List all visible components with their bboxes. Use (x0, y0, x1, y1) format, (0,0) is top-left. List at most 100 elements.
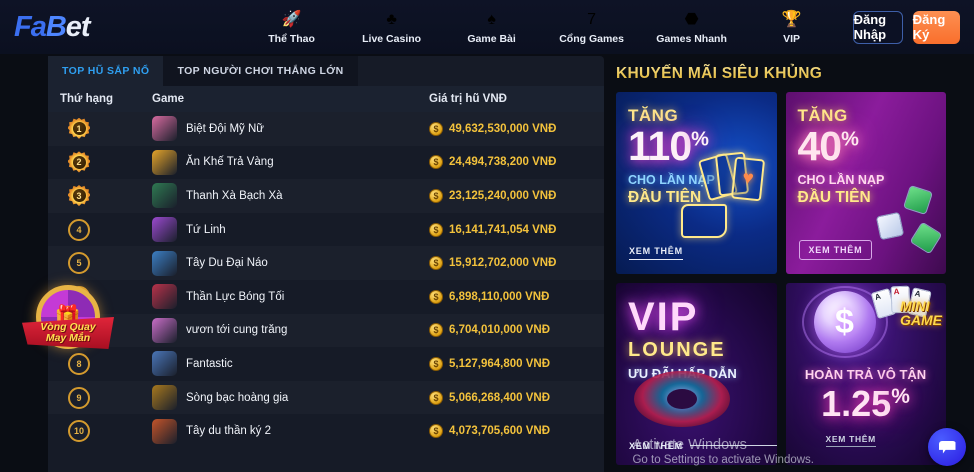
game-thumbnail (152, 385, 177, 411)
table-row[interactable]: 10 Tây du thần ký 2 $4,073,705,600 VNĐ (48, 414, 604, 448)
game-cell: vươn tới cung trăng (152, 317, 429, 343)
nav-label: VIP (783, 32, 801, 45)
promo-3-cta[interactable]: XEM THÊM (629, 441, 777, 451)
table-row[interactable]: 4 Tứ Linh $16,141,741,054 VNĐ (48, 212, 604, 247)
promo-banner-110-percent[interactable]: TĂNG 110% CHO LẦN NẠP ĐẦU TIÊN XEM THÊM (616, 92, 777, 274)
rank-number: 10 (73, 426, 84, 437)
nav-item-live-casino[interactable]: ♣ Live Casino (355, 10, 429, 45)
nav-label: Game Bài (467, 32, 516, 45)
table-row[interactable]: 6Thần Lực Bóng Tối$6,898,110,000 VNĐ (48, 279, 604, 314)
table-row[interactable]: 7vươn tới cung trăng$6,704,010,000 VNĐ (48, 313, 604, 348)
jackpot-value: 16,141,741,054 VNĐ (449, 223, 557, 236)
value-cell: $6,704,010,000 VNĐ (429, 323, 604, 338)
column-header-game: Game (152, 93, 184, 105)
promo-banner-cashback[interactable]: $ A A A MINI GAME HOÀN TRẢ VÔ TẬN 1.25% … (785, 283, 946, 465)
game-name: vươn tới cung trăng (186, 324, 288, 337)
game-cell: Thần Lực Bóng Tối (152, 284, 429, 310)
casino-dealer-icon: ♣ (386, 10, 397, 28)
game-name: Tây Du Đại Náo (186, 257, 268, 270)
coin-icon: $ (429, 222, 443, 237)
logo-part-b: B (45, 10, 67, 43)
game-cell: Thanh Xà Bạch Xà (152, 183, 429, 209)
game-name: Thần Lực Bóng Tối (186, 290, 285, 303)
register-button[interactable]: Đăng Ký (912, 10, 960, 44)
rank-number: 9 (76, 392, 82, 403)
nav-item-game-bai[interactable]: ♠ Game Bài (455, 10, 529, 45)
promo-2-cta[interactable]: XEM THÊM (798, 240, 873, 260)
rank-cell: 1 (60, 117, 152, 140)
promo-4-percent: % (891, 385, 910, 408)
hand-holding-cards-icon (680, 151, 767, 240)
nav-item-the-thao[interactable]: 🚀 Thể Thao (255, 10, 329, 45)
jackpot-value: 15,912,702,000 VNĐ (449, 257, 557, 270)
promo-banner-40-percent[interactable]: TĂNG 40% CHO LẦN NẠP ĐẦU TIÊN XEM THÊM (785, 92, 946, 274)
game-cell: Biệt Đội Mỹ Nữ (152, 116, 429, 142)
game-name: Fantastic (186, 357, 233, 370)
slot-seven-icon: 7 (587, 10, 597, 28)
value-cell: $16,141,741,054 VNĐ (429, 222, 604, 237)
tab-top-hu-sap-no[interactable]: TOP HŨ SẮP NỔ (48, 56, 164, 86)
chat-bubble-icon[interactable] (928, 428, 966, 466)
rank-number: 4 (76, 224, 82, 235)
tab-top-nguoi-choi-thang-lon[interactable]: TOP NGƯỜI CHƠI THẮNG LỚN (163, 56, 358, 86)
rank-cell: 3 (60, 184, 152, 207)
jackpot-value: 6,898,110,000 VNĐ (449, 290, 550, 303)
game-name: Biệt Đội Mỹ Nữ (186, 122, 264, 135)
lucky-wheel-widget[interactable]: Vòng Quay May Mắn (22, 283, 114, 357)
leaderboard-tabs: TOP HŨ SẮP NỔ TOP NGƯỜI CHƠI THẮNG LỚN (48, 56, 604, 86)
promotions-grid: TĂNG 110% CHO LẦN NẠP ĐẦU TIÊN XEM THÊM … (616, 92, 946, 465)
rank-cell: 8 (60, 352, 152, 375)
rank-cell: 9 (60, 386, 152, 409)
nav-item-games-nhanh[interactable]: ⬣ Games Nhanh (655, 10, 729, 45)
promotions-panel: KHUYẾN MÃI SIÊU KHỦNG TĂNG 110% CHO LẦN … (616, 56, 946, 472)
leaderboard-panel: TOP HŨ SẮP NỔ TOP NGƯỜI CHƠI THẮNG LỚN T… (48, 56, 604, 472)
table-row[interactable]: 3 Thanh Xà Bạch Xà $23,125,240,000 VNĐ (48, 179, 604, 213)
table-row[interactable]: 1 Biệt Đội Mỹ Nữ $49,632,530,000 VNĐ (48, 112, 604, 146)
promo-1-cta[interactable]: XEM THÊM (629, 246, 683, 260)
jackpot-value: 5,066,268,400 VNĐ (449, 391, 551, 404)
coin-icon: $ (429, 390, 443, 405)
mini-game-line2: GAME (900, 312, 942, 329)
table-row[interactable]: 8 Fantastic $5,127,964,800 VNĐ (48, 347, 604, 381)
promo-4-cta[interactable]: XEM THÊM (825, 434, 876, 447)
coin-icon: $ (429, 121, 443, 136)
promo-1-percent: % (691, 128, 709, 151)
table-row[interactable]: 2 Ăn Khế Trả Vàng $24,494,738,200 VNĐ (48, 145, 604, 180)
jackpot-value: 4,073,705,600 VNĐ (449, 425, 551, 438)
game-name: Sòng bạc hoàng gia (186, 391, 289, 404)
mini-game-line1: MINI (900, 298, 930, 314)
promo-1-number: 110 (628, 123, 692, 169)
column-header-value: Giá trị hũ VNĐ (429, 93, 507, 105)
nav-item-vip[interactable]: 🏆 VIP (755, 10, 829, 45)
table-row[interactable]: 9 Sòng bạc hoàng gia $5,066,268,400 VNĐ (48, 380, 604, 415)
roulette-wheel-icon (634, 371, 730, 427)
promo-1-line1: TĂNG (628, 106, 679, 125)
promo-4-line1: HOÀN TRẢ VÔ TẬN (804, 367, 927, 382)
promo-banner-vip-lounge[interactable]: VIP LOUNGE ƯU ĐÃI HẤP DẪN XEM THÊM (616, 283, 777, 465)
jackpot-value: 49,632,530,000 VNĐ (449, 122, 557, 135)
nav-item-cong-games[interactable]: 7 Cổng Games (555, 10, 629, 45)
site-header: Fa B et 🚀 Thể Thao ♣ Live Casino ♠ Game … (0, 0, 974, 54)
jackpot-value: 24,494,738,200 VNĐ (449, 156, 557, 169)
game-cell: Tây Du Đại Náo (152, 250, 429, 276)
promo-4-amount: 1.25% (794, 386, 938, 422)
rocket-ball-icon: 🚀 (281, 10, 302, 28)
jackpot-value: 5,127,964,800 VNĐ (449, 357, 551, 370)
value-cell: $4,073,705,600 VNĐ (429, 424, 604, 439)
value-cell: $6,898,110,000 VNĐ (429, 289, 604, 304)
dollar-coin-icon: $ (813, 291, 876, 353)
coin-icon: $ (429, 323, 443, 338)
table-row[interactable]: 5 Tây Du Đại Náo $15,912,702,000 VNĐ (48, 246, 604, 280)
nav-label: Games Nhanh (656, 32, 727, 45)
promo-2-line3: CHO LẦN NẠP (797, 172, 885, 187)
rank-medal-icon: 5 (68, 252, 90, 275)
lucky-wheel-line1: Vòng Quay (40, 321, 96, 334)
hexagon-cube-icon: ⬣ (684, 10, 699, 28)
jackpot-value: 23,125,240,000 VNĐ (449, 189, 557, 202)
coin-icon: $ (429, 289, 443, 304)
promo-2-line1: TĂNG (797, 106, 848, 125)
site-logo[interactable]: Fa B et (14, 10, 91, 44)
jackpot-value: 6,704,010,000 VNĐ (449, 324, 551, 337)
spade-card-icon: ♠ (487, 10, 496, 28)
login-button[interactable]: Đăng Nhập (852, 10, 903, 44)
